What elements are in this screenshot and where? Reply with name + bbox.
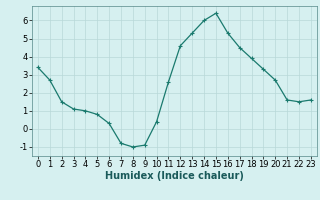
X-axis label: Humidex (Indice chaleur): Humidex (Indice chaleur) <box>105 171 244 181</box>
